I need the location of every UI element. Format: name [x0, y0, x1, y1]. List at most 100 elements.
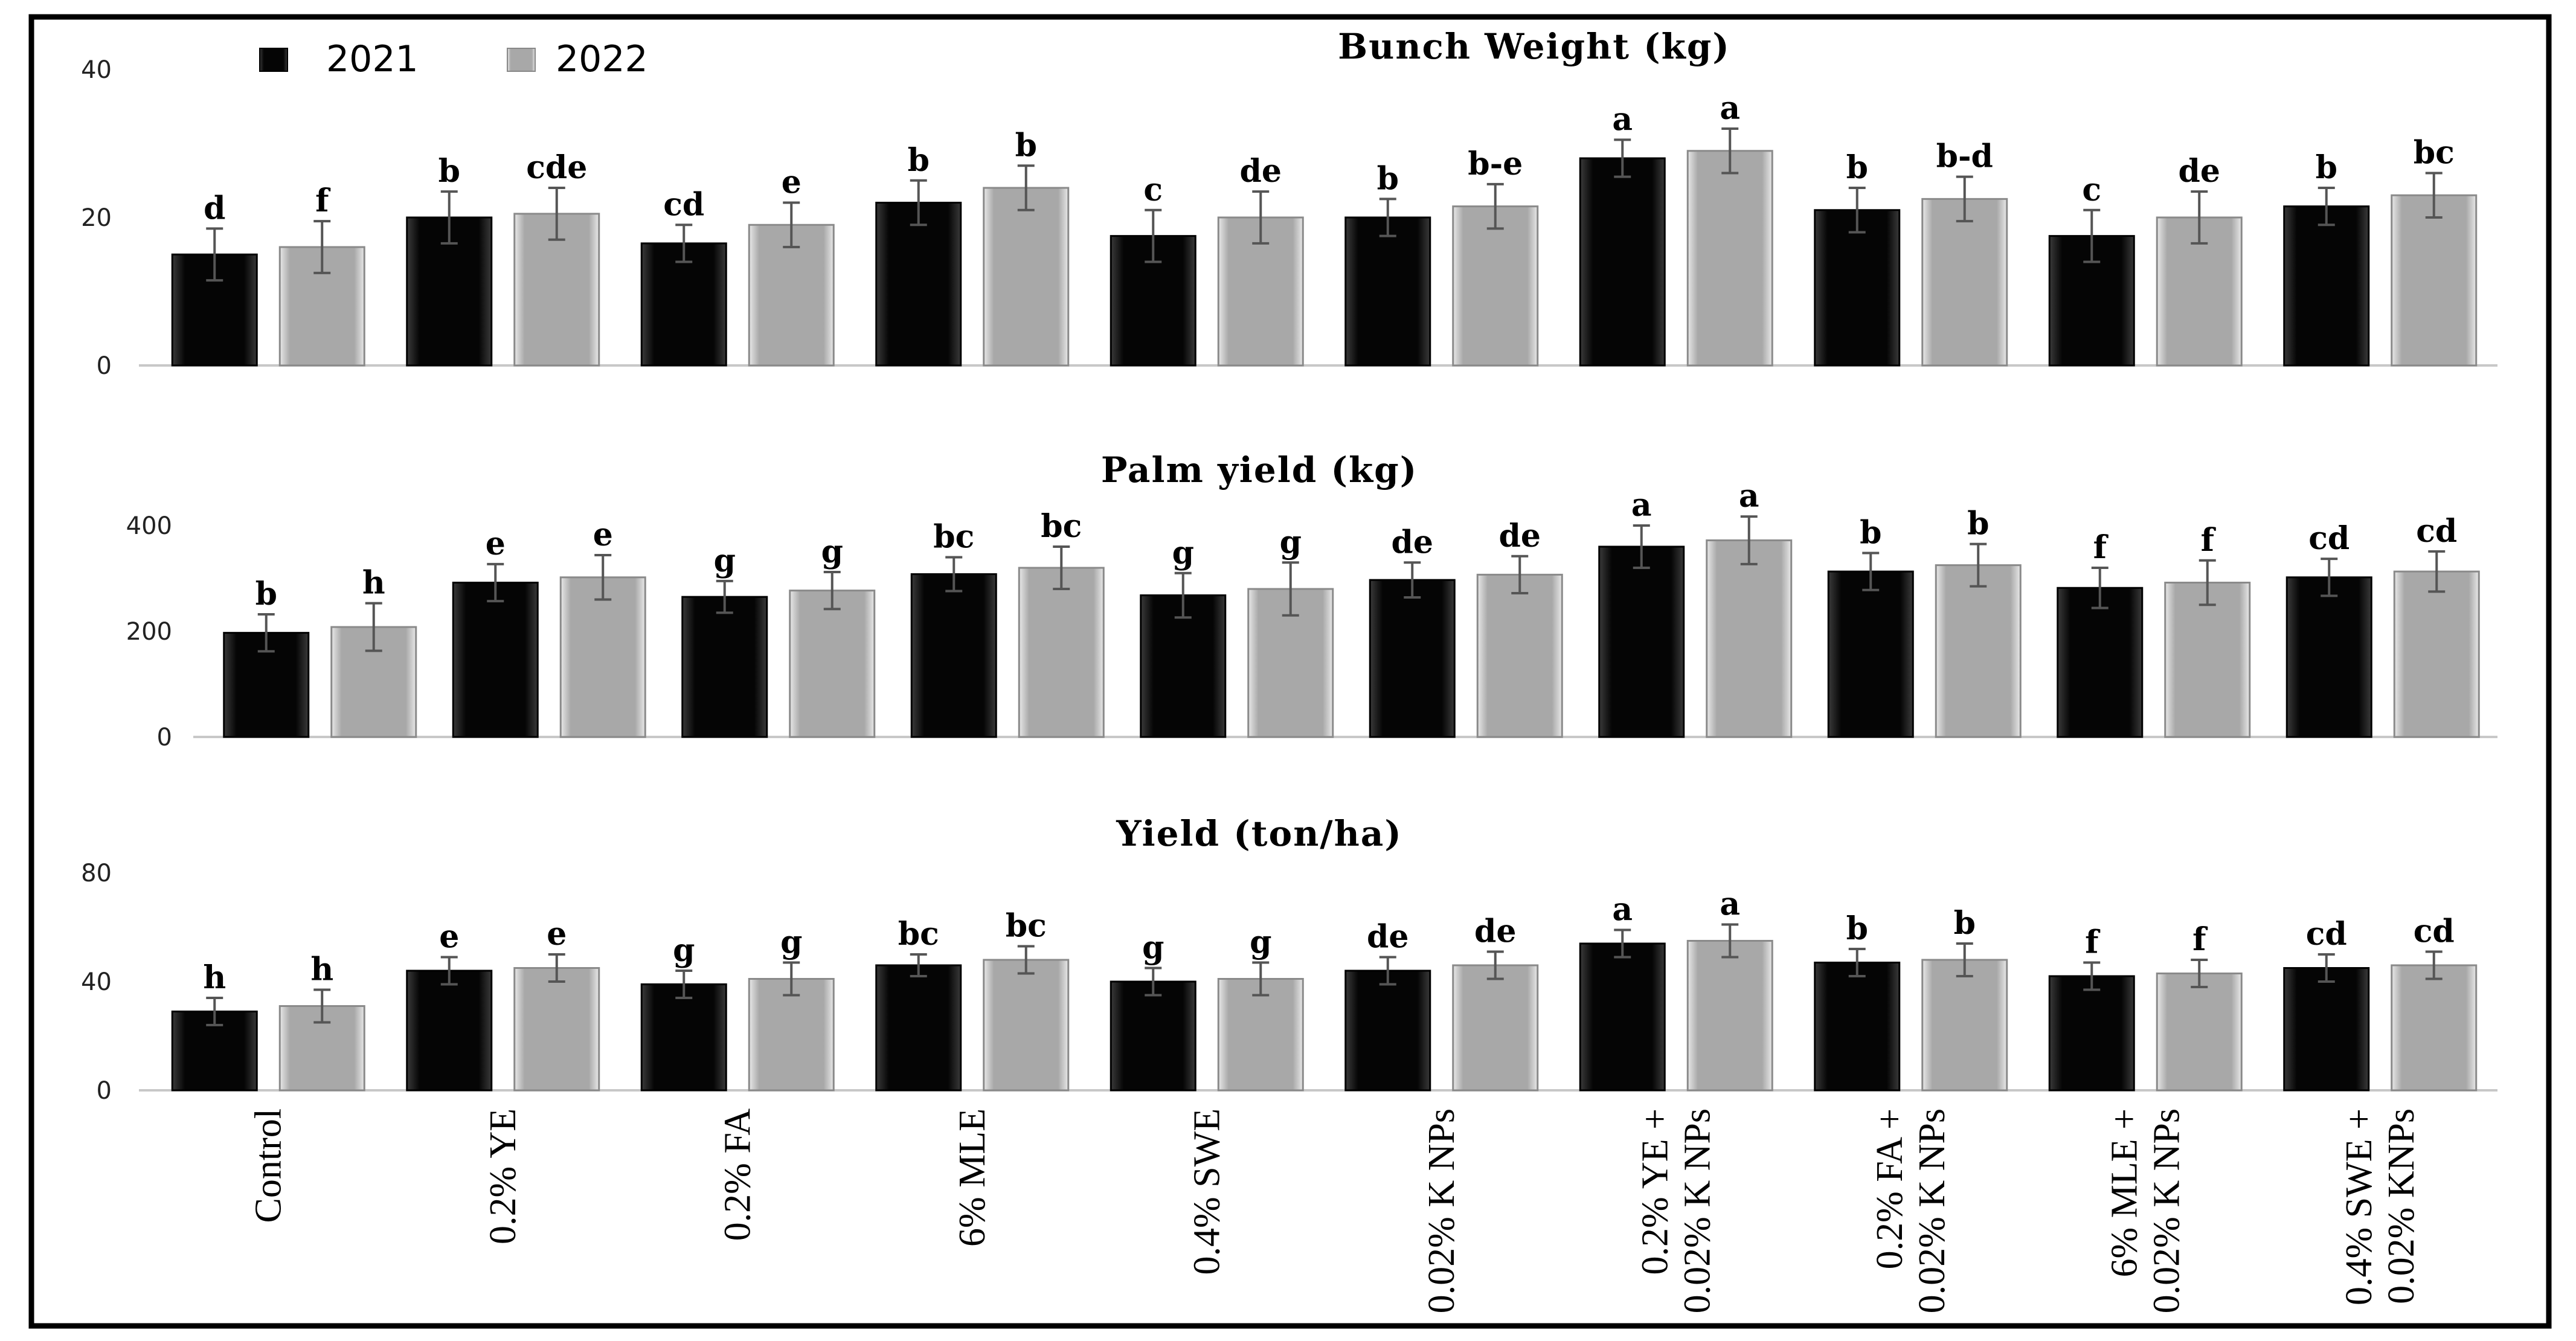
error-bar	[1862, 552, 1880, 591]
bar-group: h h e e g g bc bc g g de de a a b b f f cd cd	[171, 886, 2478, 1092]
bar-2021-10	[2285, 576, 2372, 738]
significance-letter: b	[255, 576, 277, 613]
error-bar	[1956, 175, 1973, 223]
bar-2022-8	[1921, 198, 2008, 367]
bar-2022-9	[2164, 582, 2251, 738]
significance-letter: f	[2085, 924, 2101, 961]
error-bar	[823, 571, 841, 611]
error-bar	[1614, 928, 1631, 959]
bar-2022-1	[330, 626, 417, 738]
bar-2021-10	[2283, 205, 2370, 367]
error-bar	[1486, 182, 1504, 230]
panel-palm-yield: Palm yield (kg) 0 200 400 b h e e g g bc bc g g de de…	[126, 449, 2497, 751]
error-bar	[2425, 172, 2443, 219]
significance-letter: b	[438, 153, 460, 190]
y-tick-label: 400	[126, 512, 172, 540]
bar-2021-10	[2283, 967, 2370, 1092]
category-label: 0.2% FA +	[1869, 1108, 1910, 1269]
significance-letter: cd	[663, 186, 704, 223]
significance-letter: a	[1720, 886, 1740, 923]
bar-2022-2	[513, 967, 600, 1092]
bar-2021-2	[452, 582, 539, 738]
error-bar	[716, 579, 733, 614]
panel-title: Yield (ton/ha)	[1116, 813, 1402, 854]
bar-2021-4	[875, 202, 962, 367]
significance-letter: cd	[2416, 513, 2457, 550]
bar-group: b h e e g g bc bc g g de de a a b b f f cd cd	[223, 478, 2480, 738]
bar-2021-5	[1110, 980, 1196, 1092]
bar-2022-9	[2156, 973, 2243, 1092]
bar-2022-4	[983, 959, 1070, 1092]
bar-2021-3	[681, 596, 768, 738]
significance-letter: cd	[2414, 913, 2455, 950]
category-label: 0.2% YE +	[1634, 1108, 1675, 1275]
error-bar	[2083, 208, 2101, 263]
error-bar	[2091, 567, 2109, 609]
error-bar	[1740, 515, 1758, 565]
bar-2021-2	[406, 970, 493, 1092]
y-tick-label: 40	[81, 56, 112, 84]
significance-letter: g	[780, 924, 802, 961]
error-bar	[1053, 545, 1070, 590]
error-bar	[2199, 559, 2216, 606]
significance-letter: cde	[526, 149, 587, 186]
bar-2021-9	[2048, 975, 2135, 1092]
error-bar	[945, 556, 963, 593]
y-tick-label: 0	[97, 1077, 112, 1105]
significance-letter: b	[1846, 149, 1868, 186]
bar-2022-3	[748, 978, 835, 1092]
y-tick-label: 80	[81, 860, 112, 887]
error-bar	[910, 179, 927, 227]
bar-2021-6	[1369, 579, 1456, 738]
bar-2021-8	[1814, 209, 1901, 367]
significance-letter: bc	[2414, 135, 2455, 172]
y-tick-label: 20	[81, 204, 112, 232]
bar-2022-10	[2393, 570, 2480, 738]
error-bar	[783, 201, 800, 248]
significance-letter: a	[1631, 487, 1652, 524]
error-bar	[1486, 950, 1504, 980]
error-bar	[675, 970, 693, 999]
category-label: 0.4% SWE	[1186, 1108, 1227, 1275]
significance-letter: d	[204, 190, 225, 227]
y-tick-label: 0	[97, 352, 112, 380]
significance-letter: b	[1967, 506, 1989, 542]
significance-letter: g	[714, 542, 736, 579]
bar-2022-5	[1217, 978, 1304, 1092]
significance-letter: b	[1015, 127, 1037, 164]
legend: 2021 2022	[259, 38, 648, 80]
significance-letter: h	[310, 951, 333, 988]
error-bar	[1017, 945, 1035, 975]
bar-2021-3	[640, 242, 727, 367]
bar-2022-5	[1217, 216, 1304, 367]
error-bar	[1379, 198, 1396, 237]
error-bar	[440, 956, 458, 986]
error-bar	[1017, 164, 1035, 211]
error-bar	[594, 554, 612, 601]
significance-letter: de	[1240, 153, 1282, 190]
error-bar	[206, 997, 223, 1026]
bar-2022-8	[1921, 959, 2008, 1092]
bar-2021-8	[1814, 962, 1901, 1092]
bar-2021-5	[1140, 594, 1227, 738]
error-bar	[1404, 561, 1421, 599]
category-label: Control	[248, 1108, 289, 1223]
error-bar	[2428, 550, 2446, 593]
significance-letter: g	[821, 533, 843, 570]
y-tick-label: 200	[126, 618, 172, 646]
error-bar	[548, 187, 565, 241]
category-label: 0.02% K NPs	[2146, 1108, 2187, 1313]
panel-yield: Yield (ton/ha) 0 40 80 h h e e g g bc bc g g de de a a b…	[81, 813, 2497, 1105]
significance-letter: bc	[1041, 508, 1082, 545]
category-label: 0.4% SWE +	[2339, 1108, 2380, 1305]
significance-letter: bc	[933, 519, 974, 556]
significance-letter: de	[1499, 518, 1541, 555]
significance-letter: a	[1720, 90, 1740, 127]
category-label: 0.02% K NPs	[1421, 1108, 1462, 1313]
error-bar	[1379, 956, 1396, 986]
error-bar	[1511, 555, 1529, 594]
significance-letter: e	[782, 164, 801, 201]
significance-letter: f	[2192, 921, 2208, 958]
significance-letter: b	[1846, 910, 1868, 947]
